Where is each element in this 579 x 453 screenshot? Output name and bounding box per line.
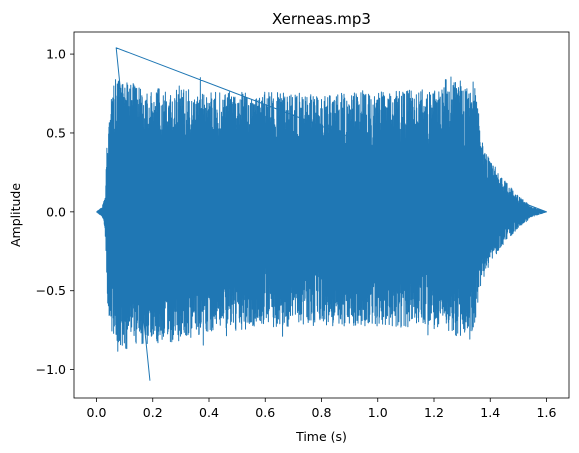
y-tick-label: 0.0	[46, 204, 66, 219]
y-axis: −1.0 −0.5 0.0 0.5 1.0	[36, 47, 74, 377]
x-tick-label: 1.6	[537, 405, 557, 420]
x-axis: 0.0 0.2 0.4 0.6 0.8 1.0 1.2 1.4 1.6	[87, 398, 557, 420]
y-axis-label: Amplitude	[8, 183, 23, 247]
y-tick-label: −0.5	[36, 283, 66, 298]
x-tick-label: 0.8	[312, 405, 332, 420]
y-tick-label: 1.0	[46, 47, 66, 62]
y-tick-label: −1.0	[36, 362, 66, 377]
x-tick-label: 0.4	[199, 405, 219, 420]
x-tick-label: 1.0	[368, 405, 388, 420]
x-tick-label: 1.4	[480, 405, 500, 420]
y-tick-label: 0.5	[46, 125, 66, 140]
x-axis-label: Time (s)	[295, 429, 347, 444]
x-tick-label: 1.2	[424, 405, 444, 420]
x-tick-label: 0.6	[255, 405, 275, 420]
waveform-series-line	[96, 47, 547, 381]
x-tick-label: 0.0	[87, 405, 107, 420]
chart-title: Xerneas.mp3	[272, 10, 371, 28]
plot-area	[96, 47, 547, 381]
x-tick-label: 0.2	[143, 405, 163, 420]
